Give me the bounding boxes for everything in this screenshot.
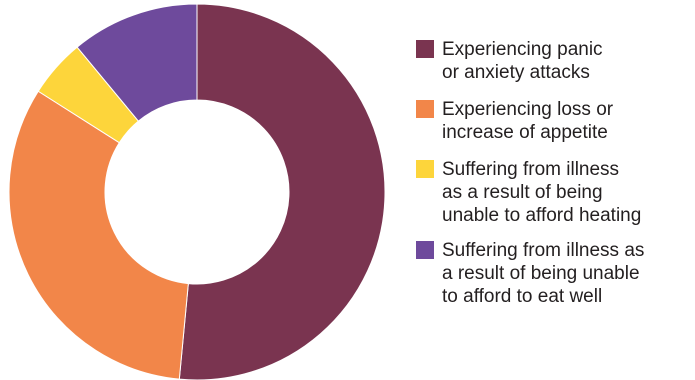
legend-swatch — [416, 100, 434, 118]
legend-label: Experiencing loss or increase of appetit… — [442, 99, 614, 143]
legend-item: Suffering from illness as a result of be… — [416, 158, 695, 227]
donut-slice-2 — [8, 90, 189, 380]
legend-item: Suffering from illness as a result of be… — [416, 239, 695, 308]
donut-chart — [8, 3, 386, 380]
donut-slice-1 — [178, 3, 386, 380]
legend-label: Suffering from illness as a result of be… — [442, 159, 642, 226]
legend-label: Experiencing panic or anxiety attacks — [442, 39, 603, 83]
donut-slice-4 — [76, 3, 198, 122]
legend-swatch — [416, 160, 434, 178]
legend-label: Suffering from illness as a result of be… — [442, 240, 645, 307]
legend: Experiencing panic or anxiety attacks Ex… — [416, 38, 695, 322]
legend-item: Experiencing loss or increase of appetit… — [416, 98, 695, 144]
legend-swatch — [416, 241, 434, 259]
legend-item: Experiencing panic or anxiety attacks — [416, 38, 695, 84]
legend-swatch — [416, 40, 434, 58]
